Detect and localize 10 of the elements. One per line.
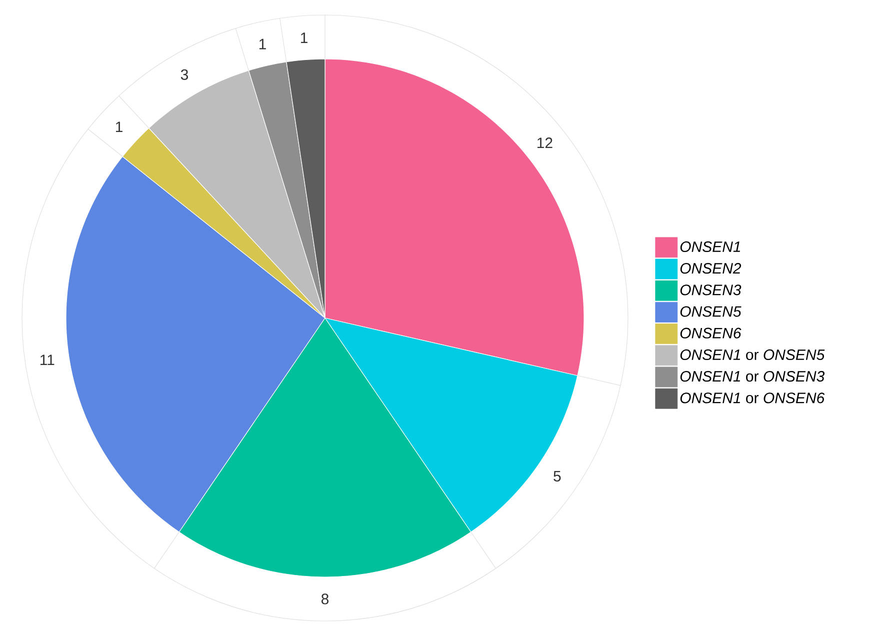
legend-label: ONSEN1 or ONSEN3: [680, 371, 825, 382]
legend-label: ONSEN1: [680, 241, 740, 252]
legend-label: ONSEN3: [680, 284, 742, 296]
legend-label: ONSEN2: [680, 263, 742, 274]
legend-label: ONSEN1 or ONSEN6: [680, 392, 825, 404]
data-label: 11: [40, 354, 54, 366]
data-label: 8: [321, 594, 329, 604]
legend-label: ONSEN5: [680, 306, 742, 317]
legend-label: ONSEN6: [680, 328, 742, 338]
legend-label: ONSEN1 or ONSEN5: [680, 349, 825, 360]
